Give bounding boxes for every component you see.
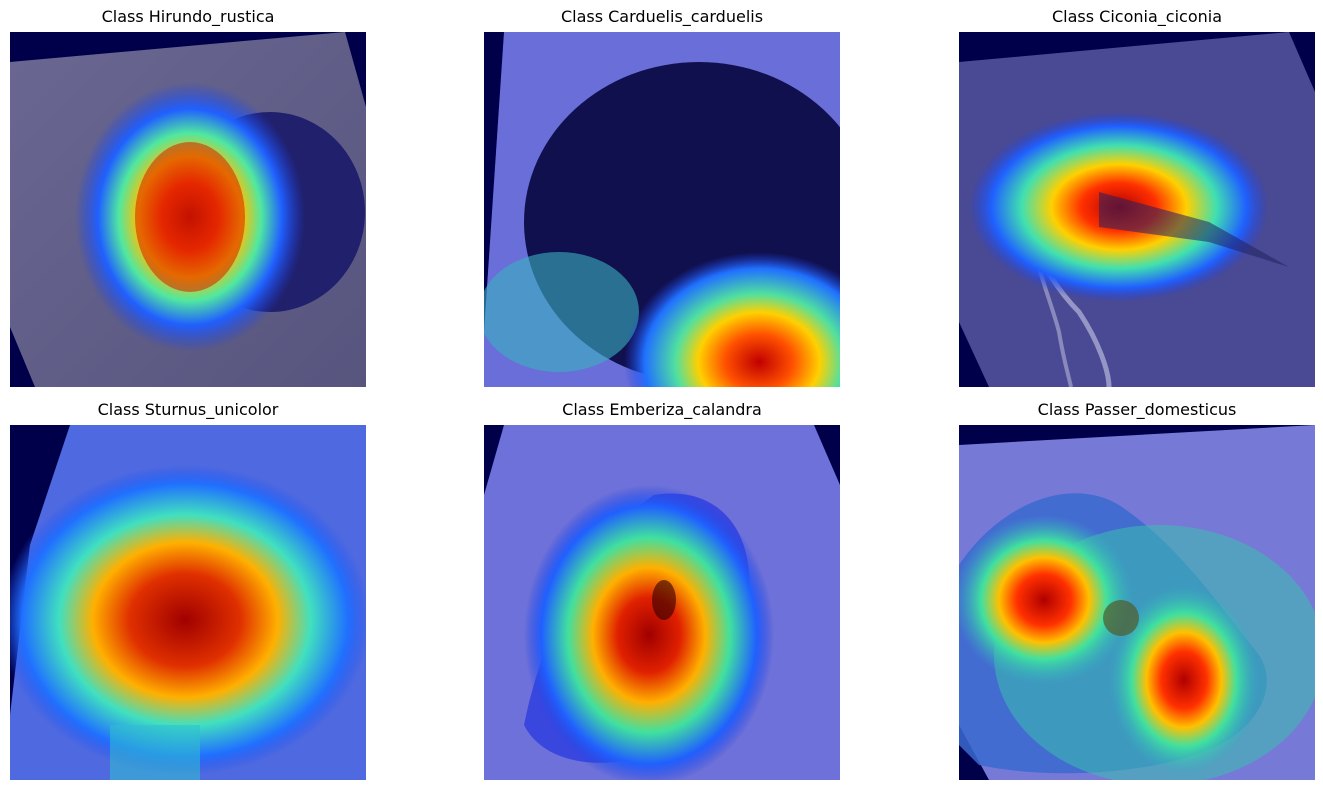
gradcam-image	[484, 425, 840, 780]
gradcam-image	[10, 425, 366, 780]
panel-title: Class Sturnus_unicolor	[97, 400, 279, 419]
gradcam-image	[959, 425, 1315, 780]
gradcam-image	[10, 32, 366, 387]
panel-title: Class Ciconia_ciconia	[1052, 7, 1222, 26]
panel-title: Class Emberiza_calandra	[562, 400, 762, 419]
panel-title: Class Passer_domesticus	[1037, 400, 1237, 419]
gradcam-image	[959, 32, 1315, 387]
panel-title: Class Hirundo_rustica	[101, 7, 275, 26]
panel-title: Class Carduelis_carduelis	[560, 7, 764, 26]
gradcam-image	[484, 32, 840, 387]
